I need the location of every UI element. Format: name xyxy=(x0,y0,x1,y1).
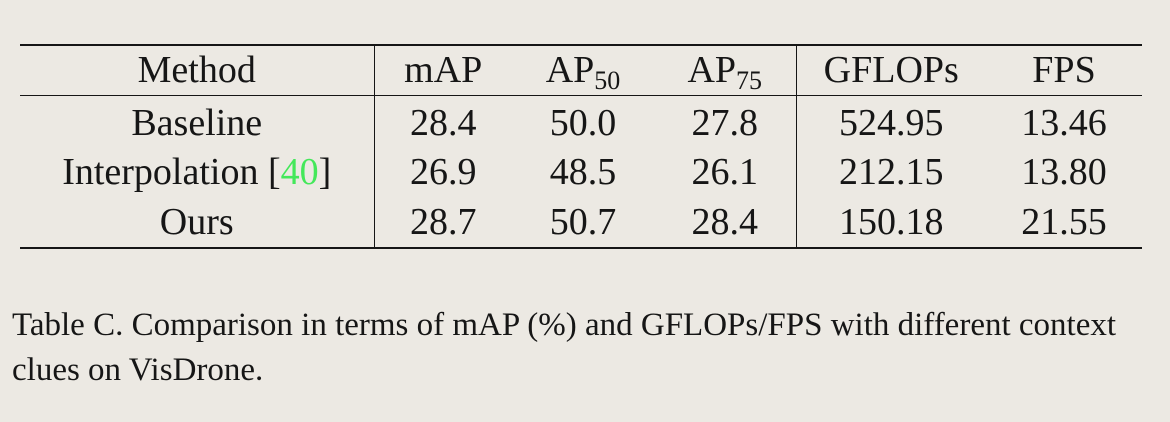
table-header-row: Method mAP AP50 AP75 GFLOPs FPS xyxy=(20,45,1142,95)
cell-method: Interpolation [40] xyxy=(20,146,374,197)
cell-fps: 13.80 xyxy=(986,146,1142,197)
cell-gflops: 150.18 xyxy=(796,197,986,248)
cell-map: 26.9 xyxy=(374,146,512,197)
cell-gflops: 524.95 xyxy=(796,95,986,146)
header-ap50-subscript: 50 xyxy=(594,66,620,95)
citation-open-bracket: [ xyxy=(268,151,281,193)
cell-ap50: 48.5 xyxy=(512,146,654,197)
cell-map: 28.7 xyxy=(374,197,512,248)
header-ap75-subscript: 75 xyxy=(736,66,762,95)
cell-ap50: 50.7 xyxy=(512,197,654,248)
cell-fps: 21.55 xyxy=(986,197,1142,248)
comparison-table-container: Method mAP AP50 AP75 GFLOPs FPS Baseline… xyxy=(20,44,1142,249)
cell-map: 28.4 xyxy=(374,95,512,146)
cell-gflops: 212.15 xyxy=(796,146,986,197)
table-row-baseline: Baseline 28.4 50.0 27.8 524.95 13.46 xyxy=(20,95,1142,146)
table-row-ours: Ours 28.7 50.7 28.4 150.18 21.55 xyxy=(20,197,1142,248)
header-ap50-base: AP xyxy=(546,49,595,91)
header-gflops: GFLOPs xyxy=(796,45,986,95)
caption-text: Comparison in terms of mAP (%) and GFLOP… xyxy=(12,307,1116,388)
header-fps: FPS xyxy=(986,45,1142,95)
header-ap75: AP75 xyxy=(654,45,796,95)
citation-link[interactable]: 40 xyxy=(281,151,319,193)
cell-ap75: 27.8 xyxy=(654,95,796,146)
cell-ap50: 50.0 xyxy=(512,95,654,146)
cell-method: Ours xyxy=(20,197,374,248)
cell-ap75: 26.1 xyxy=(654,146,796,197)
header-method: Method xyxy=(20,45,374,95)
method-label: Interpolation xyxy=(62,151,258,193)
table-row-interpolation: Interpolation [40] 26.9 48.5 26.1 212.15… xyxy=(20,146,1142,197)
cell-method: Baseline xyxy=(20,95,374,146)
cell-fps: 13.46 xyxy=(986,95,1142,146)
caption-label: Table C. xyxy=(12,307,123,343)
citation-close-bracket: ] xyxy=(319,151,332,193)
table-caption: Table C. Comparison in terms of mAP (%) … xyxy=(12,303,1162,393)
header-ap50: AP50 xyxy=(512,45,654,95)
cell-ap75: 28.4 xyxy=(654,197,796,248)
header-map: mAP xyxy=(374,45,512,95)
comparison-table: Method mAP AP50 AP75 GFLOPs FPS Baseline… xyxy=(20,44,1142,249)
header-ap75-base: AP xyxy=(687,49,736,91)
